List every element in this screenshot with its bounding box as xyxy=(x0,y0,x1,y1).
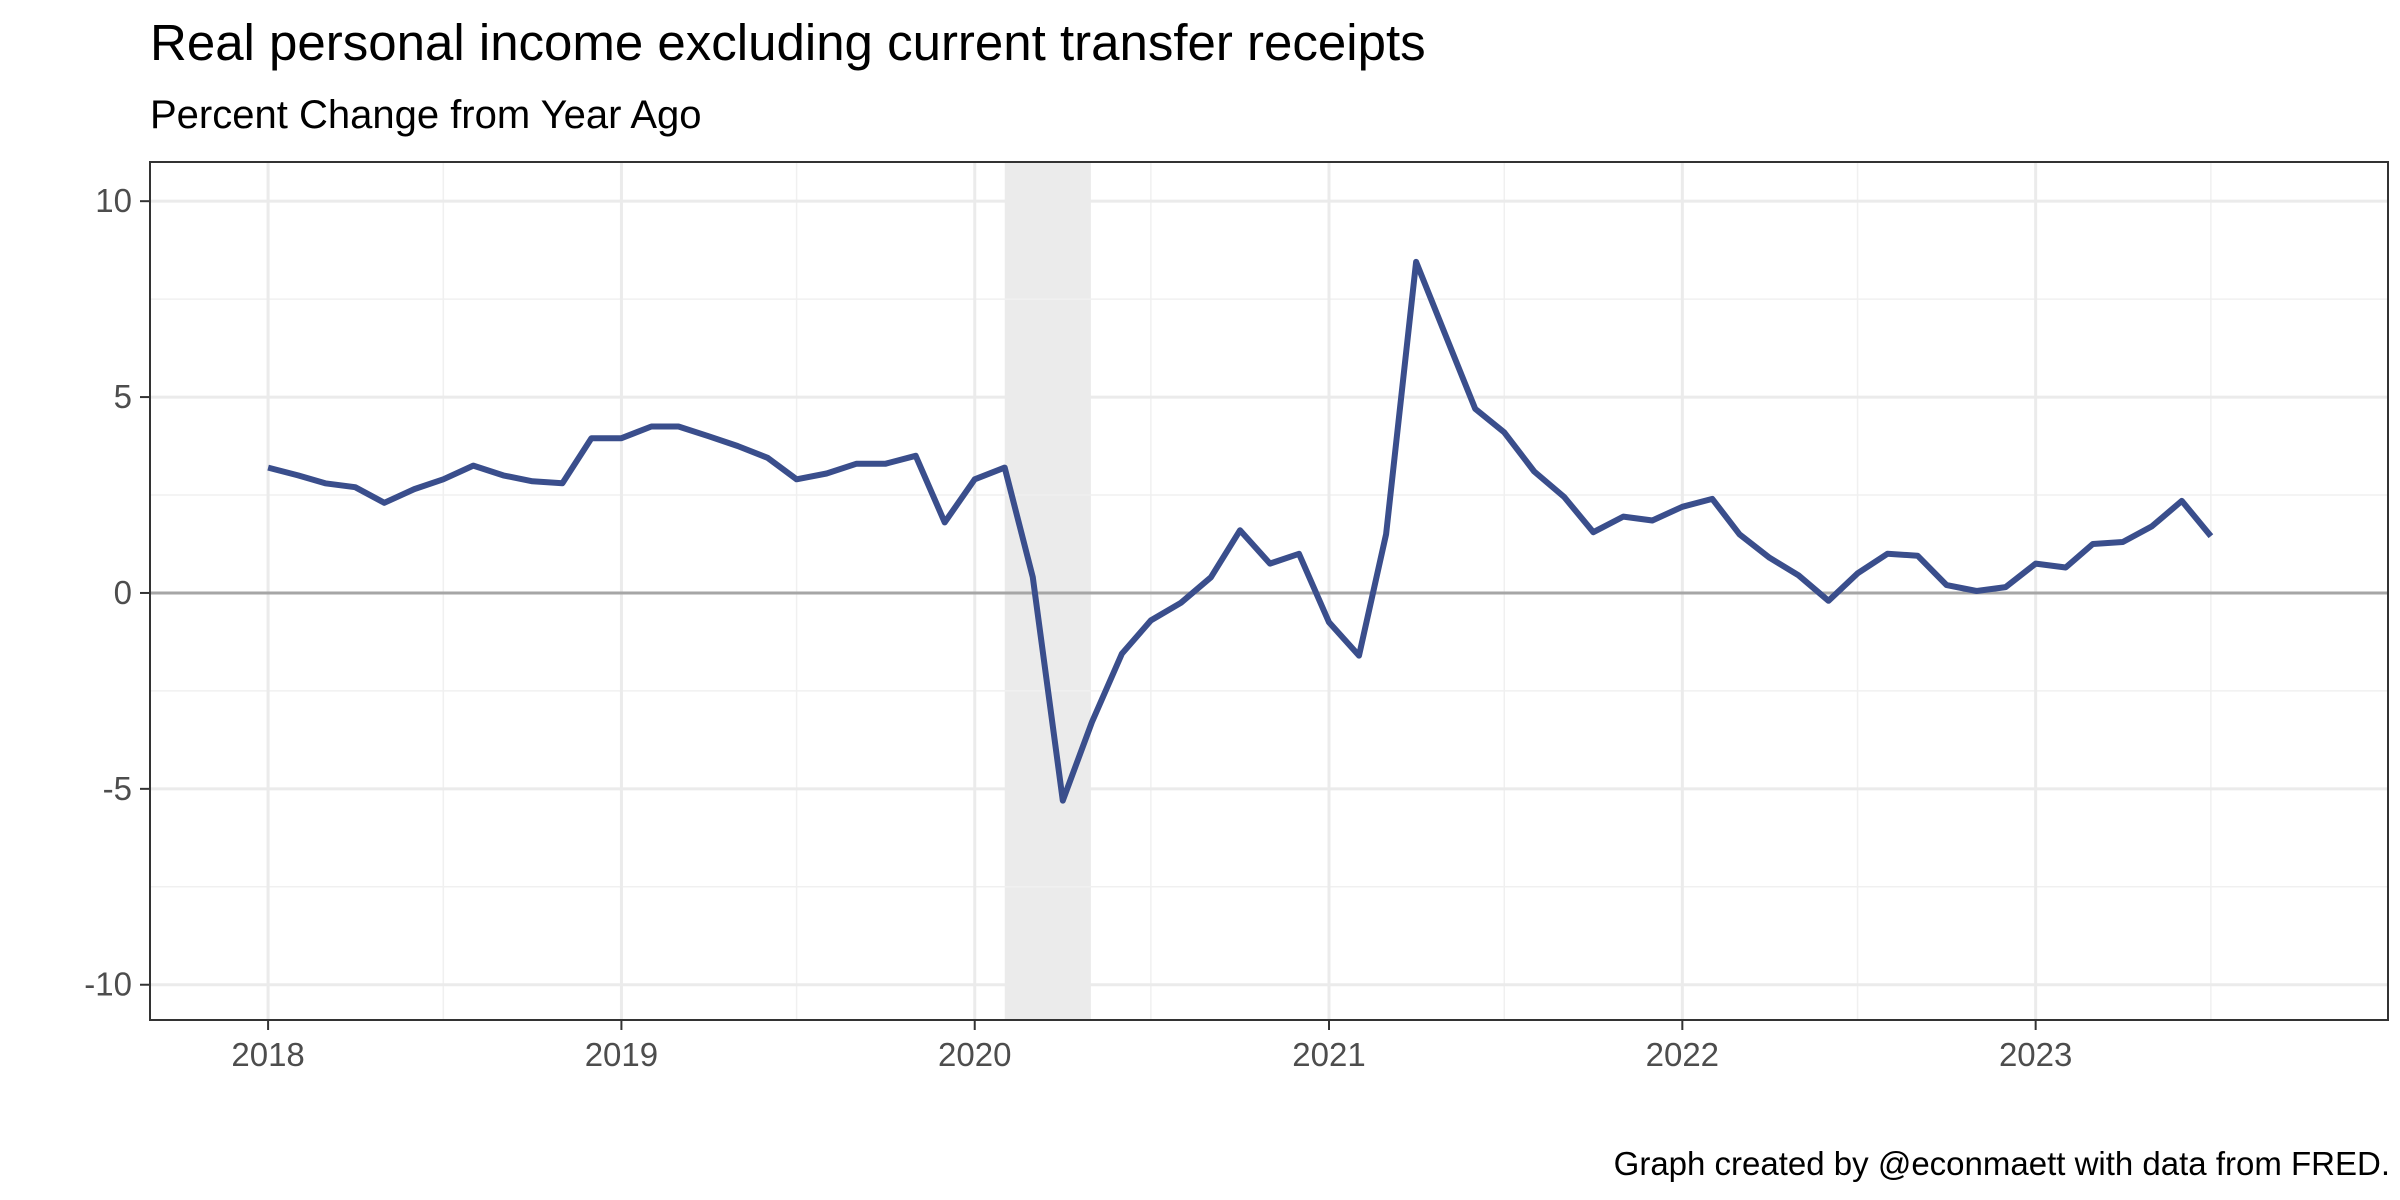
chart-title: Real personal income excluding current t… xyxy=(150,14,1426,71)
recession-layer xyxy=(1004,162,1091,1020)
x-tick-label: 2018 xyxy=(231,1036,304,1073)
y-tick-label: -10 xyxy=(84,966,132,1003)
axis-layer: 2018 2019 2020 2021 2022 2023 10 5 0 -5 -10 xyxy=(84,182,2072,1073)
chart-subtitle: Percent Change from Year Ago xyxy=(150,93,701,137)
y-tick-label: -5 xyxy=(103,770,132,807)
plot-background xyxy=(150,162,2388,1020)
x-tick-label: 2021 xyxy=(1292,1036,1365,1073)
y-tick-label: 5 xyxy=(114,378,132,415)
x-tick-label: 2022 xyxy=(1646,1036,1719,1073)
series-line xyxy=(267,258,2214,804)
y-tick-label: 10 xyxy=(95,182,132,219)
series-layer xyxy=(267,258,2214,804)
plot-border xyxy=(149,161,2389,1021)
recession-shading xyxy=(1004,162,1091,1020)
y-tick-label: 0 xyxy=(114,574,132,611)
x-tick-label: 2019 xyxy=(585,1036,658,1073)
x-tick-label: 2020 xyxy=(938,1036,1011,1073)
chart-caption: Graph created by @econmaett with data fr… xyxy=(1614,1145,2390,1182)
x-tick-label: 2023 xyxy=(1999,1036,2072,1073)
